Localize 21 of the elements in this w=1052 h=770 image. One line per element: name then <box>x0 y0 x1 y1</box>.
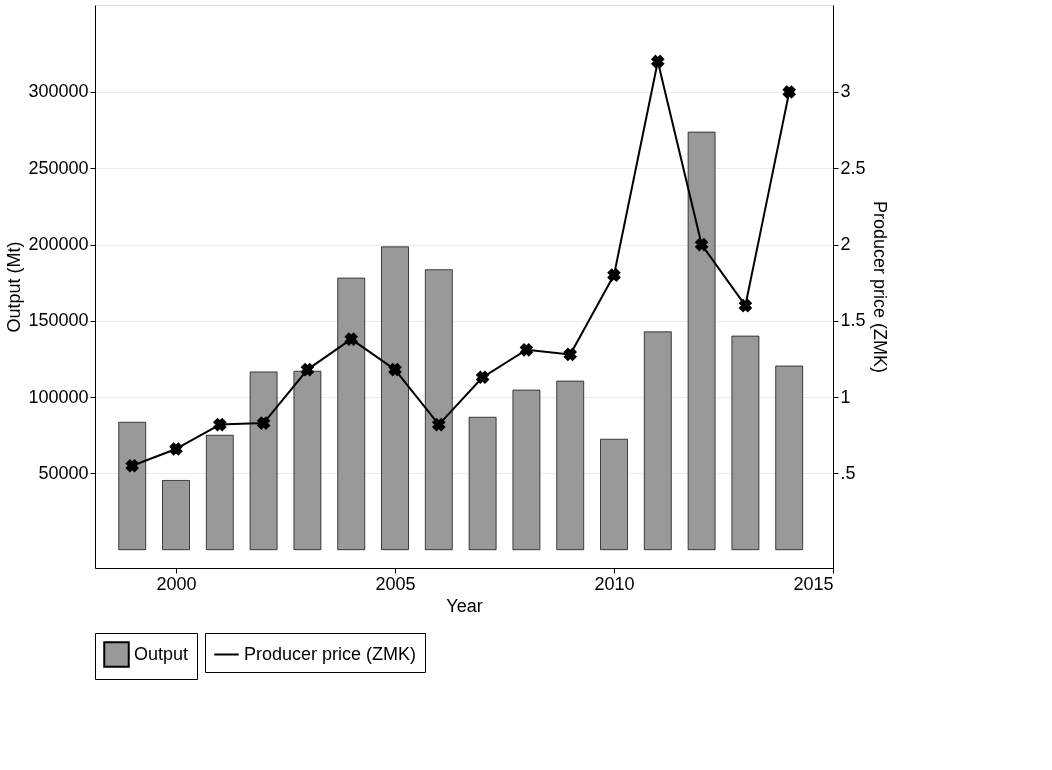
y2-tick-label: .5 <box>840 462 856 483</box>
legend-label: Output <box>134 643 189 664</box>
y-tick-label: 300000 <box>28 81 89 102</box>
y-tick-label: 250000 <box>28 157 89 178</box>
y2-axis-title: Producer price (ZMK) <box>869 200 890 374</box>
x-tick-label: 2000 <box>156 573 197 594</box>
y2-tick-label: 1.5 <box>840 310 866 331</box>
legend-label: Producer price (ZMK) <box>244 643 417 664</box>
y2-tick-label: 2.5 <box>840 157 866 178</box>
y-tick-label: 50000 <box>38 462 89 483</box>
y2-tick-label: 2 <box>840 234 851 255</box>
x-tick-label: 2010 <box>594 573 635 594</box>
y-tick-label: 100000 <box>28 386 89 407</box>
x-tick-label: 2015 <box>793 573 834 594</box>
x-tick-label: 2005 <box>375 573 416 594</box>
y2-tick-label: 3 <box>840 81 851 102</box>
y-tick-label: 150000 <box>28 310 89 331</box>
x-axis-title: Year <box>446 595 483 616</box>
y-tick-label: 200000 <box>28 234 89 255</box>
y2-tick-label: 1 <box>840 386 851 407</box>
y-axis-title: Output (Mt) <box>4 241 25 333</box>
